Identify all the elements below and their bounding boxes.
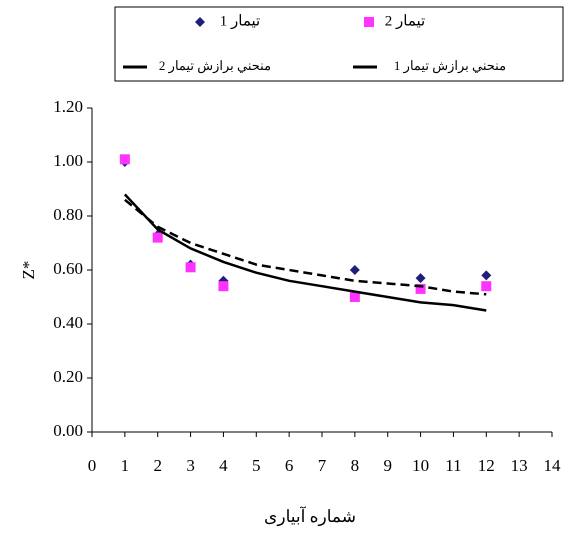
y-tick-label: 0.20 [53,367,83,386]
x-tick-label: 12 [478,456,495,475]
legend-label: تیمار 1 [220,13,260,29]
x-tick-label: 5 [252,456,261,475]
x-tick-label: 6 [285,456,294,475]
marker-diamond [481,270,492,281]
legend-label: منحني برازش تيمار 1 [394,58,506,74]
marker-square [152,232,163,243]
x-tick-label: 2 [153,456,162,475]
x-axis-label: شماره آبیاری [264,505,356,527]
x-tick-label: 1 [121,456,130,475]
fit-line [124,198,487,296]
marker-square [119,154,130,165]
x-tick-label: 3 [186,456,195,475]
legend-label: تیمار 2 [385,13,425,29]
x-tick-label: 13 [511,456,528,475]
x-tick-label: 4 [219,456,228,475]
fit-line [123,193,487,312]
x-tick-label: 9 [383,456,392,475]
y-tick-label: 1.00 [53,151,83,170]
legend-box [114,6,564,82]
x-tick-label: 10 [412,456,429,475]
y-tick-label: 1.20 [53,97,83,116]
marker-diamond [349,265,360,275]
marker-square [481,281,492,292]
marker-diamond [415,273,426,284]
marker-square [218,281,229,292]
y-tick-label: 0.60 [53,259,83,278]
legend-label: منحني برازش تيمار 2 [159,58,271,74]
x-tick-label: 0 [88,456,97,475]
x-tick-label: 11 [445,456,461,475]
marker-square [415,283,426,294]
marker-square [349,292,360,302]
marker-square [185,262,196,273]
marker-diamond [195,17,205,27]
x-tick-label: 8 [351,456,360,475]
x-tick-label: 14 [544,456,562,475]
x-tick-label: 7 [318,456,327,475]
y-axis-label: Z* [19,261,38,280]
y-tick-label: 0.00 [53,421,83,440]
legend: تیمار 1 تیمار 2 منحني برازش تيمار 1 منحني ب… [123,13,506,74]
y-tick-label: 0.80 [53,205,83,224]
y-tick-label: 0.40 [53,313,83,332]
marker-square [364,17,374,27]
